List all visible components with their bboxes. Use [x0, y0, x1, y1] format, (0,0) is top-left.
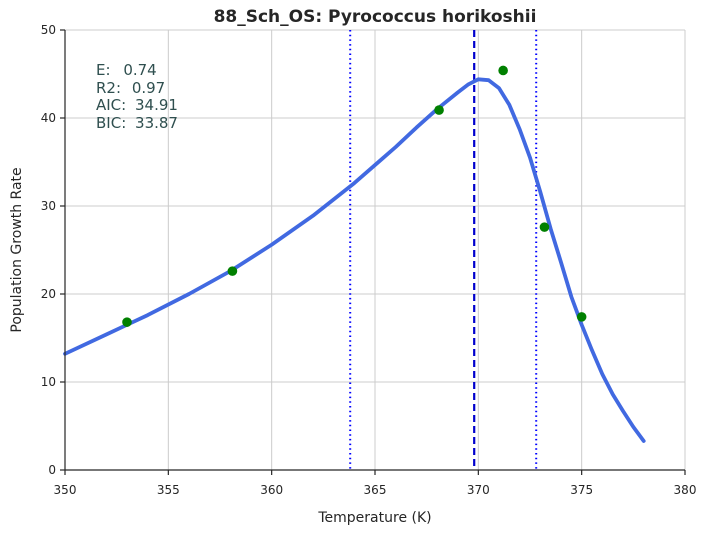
y-tick-label: 10	[41, 375, 56, 389]
x-tick-label: 360	[260, 483, 283, 497]
x-tick-label: 350	[54, 483, 77, 497]
x-tick-label: 355	[157, 483, 180, 497]
data-point	[227, 266, 238, 276]
reference-lines	[349, 30, 538, 470]
data-points	[122, 65, 587, 327]
stat-bic: BIC: 33.87	[96, 114, 178, 132]
data-point	[434, 105, 444, 115]
chart-title: 88_Sch_OS: Pyrococcus horikoshii	[214, 7, 537, 27]
stat-aic: AIC: 34.91	[96, 96, 178, 114]
fit-statistics: E: 0.74 R2: 0.97 AIC: 34.91 BIC: 33.87	[96, 61, 178, 132]
stat-aic-value: 34.91	[135, 96, 178, 114]
x-tick-label: 365	[364, 483, 387, 497]
stat-e-value: 0.74	[123, 61, 156, 79]
fit-curve	[63, 77, 646, 443]
stat-bic-label: BIC:	[96, 114, 126, 132]
fit-curve-layer	[63, 77, 646, 443]
stat-r2-label: R2:	[96, 79, 121, 97]
data-point	[498, 65, 508, 76]
y-tick-label: 30	[41, 199, 56, 213]
axes	[60, 29, 686, 475]
grid-lines	[65, 29, 686, 470]
y-tick-label: 20	[41, 287, 56, 301]
x-tick-label: 375	[570, 483, 593, 497]
y-axis-label: Population Growth Rate	[9, 167, 25, 332]
stat-r2: R2: 0.97	[96, 79, 165, 97]
tick-labels: 350 355 360 365 370 375 380 0 10 20 30 40 50	[41, 23, 697, 497]
stat-e-label: E:	[96, 61, 111, 79]
x-tick-label: 370	[467, 483, 490, 497]
y-tick-label: 40	[41, 111, 56, 125]
stat-r2-value: 0.97	[132, 79, 165, 97]
stat-bic-value: 33.87	[135, 114, 178, 132]
data-point	[122, 317, 132, 327]
stat-e: E: 0.74	[96, 61, 157, 79]
y-tick-label: 0	[48, 463, 56, 477]
x-tick-label: 380	[674, 483, 697, 497]
x-axis-label: Temperature (K)	[317, 510, 431, 526]
stat-aic-label: AIC:	[96, 96, 126, 114]
data-point	[576, 312, 587, 322]
y-tick-label: 50	[41, 23, 56, 37]
data-point	[539, 222, 550, 232]
